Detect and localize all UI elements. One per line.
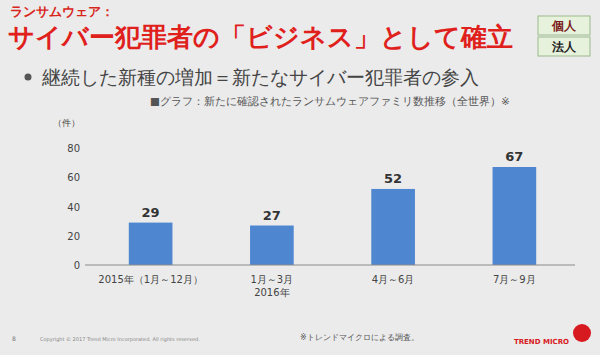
y-tick-label: 20: [67, 231, 80, 242]
data-label: 27: [263, 208, 281, 223]
page-number: 8: [12, 335, 16, 342]
x-tick-label: 2015年（1月～12月）: [98, 274, 203, 285]
bar: [493, 167, 537, 265]
logo-text: TREND MICRO: [514, 338, 569, 346]
copyright: Copyright © 2017 Trend Micro Incorporate…: [40, 336, 200, 343]
footnote: ※トレンドマイクロによる調査。: [300, 333, 419, 342]
x-tick-label: 7月～9月: [493, 274, 536, 285]
tag-label: 法人: [551, 40, 577, 54]
bullet-dot: [25, 74, 32, 81]
y-tick-label: 80: [67, 143, 80, 154]
bars: [129, 167, 536, 265]
data-label: 67: [505, 149, 523, 164]
bar: [250, 226, 294, 265]
heading: サイバー犯罪者の「ビジネス」として確立: [8, 22, 513, 52]
slide-background: [0, 0, 600, 355]
y-tick-label: 60: [67, 172, 80, 183]
data-label: 52: [384, 171, 402, 186]
data-label: 29: [142, 205, 160, 220]
x-tick-label: 1月～3月: [251, 274, 294, 285]
y-tick-label: 0: [74, 260, 80, 271]
y-tick-label: 40: [67, 202, 80, 213]
bullet-text: 継続した新種の増加＝新たなサイバー犯罪者の参入: [41, 66, 479, 88]
y-axis-label: （件）: [53, 118, 80, 128]
bar: [129, 223, 173, 265]
chart-title: ■グラフ：新たに確認されたランサムウェアファミリ数推移（全世界）※: [150, 95, 510, 107]
logo-mark: [573, 324, 591, 342]
bar: [371, 189, 415, 265]
kicker: ランサムウェア：: [10, 4, 114, 19]
year-annotation: 2016年: [254, 287, 289, 298]
x-tick-label: 4月～6月: [372, 274, 415, 285]
tag-label: 個人: [551, 19, 577, 33]
tag-box: [538, 16, 590, 35]
x-axis-line: [85, 265, 575, 266]
tag-box: [538, 37, 590, 56]
